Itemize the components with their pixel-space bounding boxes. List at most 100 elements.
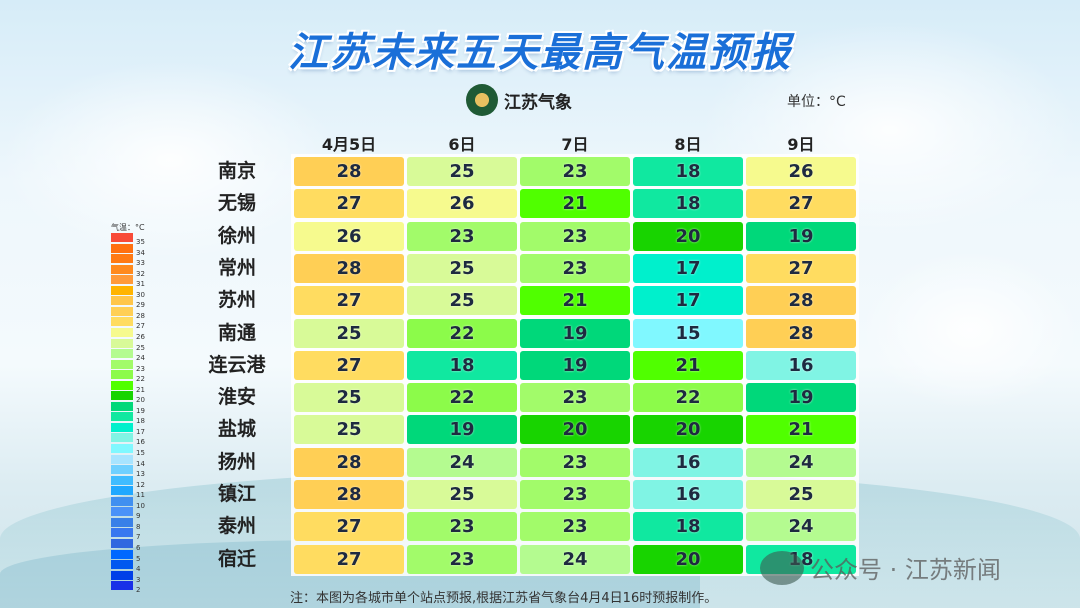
- jiangsu-meteorology-seal-icon: [466, 84, 498, 116]
- heatmap-cell: 22: [407, 318, 517, 348]
- heatmap-cell: 19: [746, 383, 856, 413]
- heatmap-cell: 22: [633, 383, 743, 413]
- logo: 江苏气象: [466, 84, 572, 116]
- row-label: 淮安: [217, 386, 256, 409]
- legend-tick: 2: [136, 586, 141, 595]
- legend-swatch: [111, 317, 133, 327]
- heatmap-cell: 27: [294, 189, 404, 219]
- legend-tick: 25: [136, 343, 145, 352]
- heatmap-cell: 19: [520, 350, 630, 380]
- legend-swatch: [111, 349, 133, 359]
- heatmap-cell: 23: [520, 512, 630, 542]
- logo-text: 江苏气象: [504, 92, 572, 113]
- row-label: 南京: [217, 160, 256, 182]
- heatmap-cell: 25: [407, 480, 517, 509]
- heatmap-cell: 26: [407, 189, 517, 219]
- heatmap-cell: 17: [633, 253, 743, 283]
- heatmap-cell: 18: [633, 189, 743, 219]
- heatmap-cell: 23: [520, 221, 630, 251]
- heatmap-cell: 21: [520, 189, 630, 219]
- heatmap-cell: 23: [520, 157, 630, 186]
- legend-tick: 15: [136, 449, 145, 457]
- heatmap-cell: 28: [294, 157, 404, 186]
- legend-tick: 29: [136, 301, 145, 310]
- heatmap-cell: 25: [294, 383, 404, 413]
- legend-swatch: [111, 296, 133, 306]
- legend-swatch: [111, 444, 133, 453]
- column-header: 8日: [674, 135, 702, 154]
- legend-swatch: [111, 275, 133, 285]
- legend-swatch: [111, 327, 133, 337]
- row-label: 连云港: [208, 353, 266, 376]
- legend-tick: 20: [136, 396, 145, 405]
- heatmap-cell: 20: [520, 415, 630, 445]
- heatmap-cell: 25: [407, 157, 517, 186]
- watermark-text: 公众号 · 江苏新闻: [810, 556, 1001, 584]
- heatmap-cell: 19: [746, 221, 856, 251]
- legend-swatch: [111, 538, 133, 548]
- heatmap-cell: 24: [746, 512, 856, 542]
- heatmap-cell: 23: [520, 383, 630, 413]
- legend-swatch: [111, 486, 133, 496]
- heatmap-cell: 28: [746, 318, 856, 348]
- column-header: 4月5日: [321, 135, 377, 154]
- row-label: 泰州: [217, 515, 256, 538]
- legend-swatch: [111, 338, 133, 348]
- heatmap-cell: 23: [520, 480, 630, 509]
- legend-tick: 11: [136, 491, 145, 500]
- legend-swatch: [111, 475, 133, 485]
- page-title: 江苏未来五天最高气温预报: [288, 30, 792, 76]
- legend-swatch: [111, 233, 133, 242]
- legend-tick: 3: [136, 575, 141, 584]
- heatmap-cell: 25: [407, 253, 517, 283]
- legend-tick: 33: [136, 259, 145, 268]
- legend-tick: 13: [136, 470, 145, 479]
- legend-swatch: [111, 465, 133, 475]
- legend-swatch: [111, 391, 133, 401]
- heatmap-cell: 20: [633, 415, 743, 445]
- heatmap-cell: 27: [294, 350, 404, 380]
- legend-swatch: [111, 570, 133, 580]
- legend-tick: 28: [136, 311, 145, 320]
- row-label: 镇江: [217, 483, 256, 505]
- legend-tick: 21: [136, 385, 145, 394]
- heatmap-cell: 26: [294, 221, 404, 251]
- heatmap-cell: 18: [407, 350, 517, 380]
- legend-tick: 14: [136, 459, 145, 468]
- column-header: 6日: [448, 135, 476, 154]
- legend-tick: 31: [136, 280, 145, 289]
- legend-tick: 23: [136, 364, 145, 373]
- row-label: 无锡: [217, 192, 256, 215]
- heatmap-cell: 18: [633, 157, 743, 186]
- heatmap-cell: 27: [294, 544, 404, 574]
- heatmap-cell: 26: [746, 157, 856, 186]
- row-label: 扬州: [217, 450, 256, 473]
- heatmap-cell: 21: [746, 415, 856, 445]
- legend-swatch: [111, 254, 133, 264]
- watermark: 公众号 · 江苏新闻: [760, 550, 1001, 585]
- heatmap-cell: 16: [633, 447, 743, 477]
- heatmap-cell: 19: [407, 415, 517, 445]
- legend-tick: 19: [136, 406, 145, 415]
- legend-tick: 35: [136, 238, 145, 246]
- heatmap-cell: 27: [294, 286, 404, 316]
- legend-swatch: [111, 507, 133, 517]
- legend-tick: 27: [136, 322, 145, 331]
- legend-title: 气温：°C: [111, 223, 145, 232]
- row-label: 常州: [217, 256, 256, 279]
- legend-tick: 30: [136, 290, 145, 299]
- legend-swatch: [111, 243, 133, 253]
- legend-swatch: [111, 581, 133, 591]
- legend-tick: 17: [136, 427, 145, 436]
- legend-tick: 9: [136, 512, 141, 521]
- legend-swatch: [111, 433, 133, 443]
- heatmap-cell: 24: [520, 544, 630, 574]
- heatmap-cell: 25: [294, 318, 404, 348]
- legend-tick: 10: [136, 501, 145, 510]
- legend-swatch: [111, 306, 133, 316]
- legend-swatch: [111, 412, 133, 422]
- legend-tick: 32: [136, 269, 145, 278]
- heatmap-cell: 27: [294, 512, 404, 542]
- row-label: 南通: [217, 321, 256, 344]
- heatmap-cell: 28: [294, 253, 404, 283]
